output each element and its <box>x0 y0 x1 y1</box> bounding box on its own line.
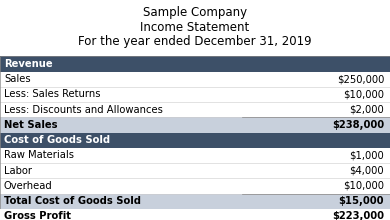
Text: Total Cost of Goods Sold: Total Cost of Goods Sold <box>4 196 141 206</box>
FancyBboxPatch shape <box>0 148 390 163</box>
Text: $10,000: $10,000 <box>343 90 384 99</box>
Text: Sales: Sales <box>4 74 30 84</box>
Text: Labor: Labor <box>4 166 32 176</box>
Text: Less: Discounts and Allowances: Less: Discounts and Allowances <box>4 105 163 115</box>
FancyBboxPatch shape <box>0 178 390 194</box>
Text: $2,000: $2,000 <box>349 105 384 115</box>
Text: Sample Company: Sample Company <box>143 6 247 19</box>
FancyBboxPatch shape <box>0 87 390 102</box>
Text: $238,000: $238,000 <box>332 120 384 130</box>
Text: $223,000: $223,000 <box>332 211 384 220</box>
Text: For the year ended December 31, 2019: For the year ended December 31, 2019 <box>78 35 312 48</box>
Text: Overhead: Overhead <box>4 181 53 191</box>
Text: $15,000: $15,000 <box>339 196 384 206</box>
Text: Gross Profit: Gross Profit <box>4 211 71 220</box>
Text: Income Statement: Income Statement <box>140 21 250 34</box>
FancyBboxPatch shape <box>0 102 390 117</box>
FancyBboxPatch shape <box>0 56 390 72</box>
Text: Less: Sales Returns: Less: Sales Returns <box>4 90 100 99</box>
Text: Cost of Goods Sold: Cost of Goods Sold <box>4 135 110 145</box>
Text: $10,000: $10,000 <box>343 181 384 191</box>
FancyBboxPatch shape <box>0 194 390 209</box>
Text: $250,000: $250,000 <box>337 74 384 84</box>
Text: Raw Materials: Raw Materials <box>4 150 74 160</box>
Text: Revenue: Revenue <box>4 59 53 69</box>
FancyBboxPatch shape <box>0 163 390 178</box>
Text: $4,000: $4,000 <box>349 166 384 176</box>
FancyBboxPatch shape <box>0 117 390 133</box>
Text: Net Sales: Net Sales <box>4 120 57 130</box>
FancyBboxPatch shape <box>0 72 390 87</box>
Text: $1,000: $1,000 <box>349 150 384 160</box>
FancyBboxPatch shape <box>0 133 390 148</box>
FancyBboxPatch shape <box>0 209 390 220</box>
